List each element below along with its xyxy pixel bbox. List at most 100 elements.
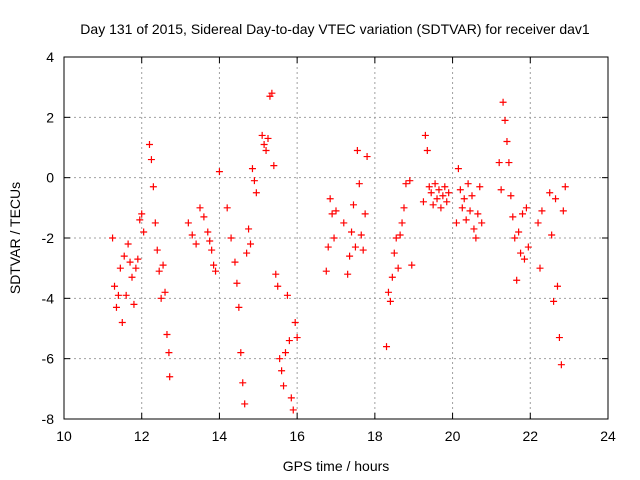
data-point	[346, 252, 354, 260]
data-point	[210, 261, 218, 269]
data-point	[188, 231, 196, 239]
data-point	[421, 131, 429, 139]
data-point	[462, 216, 470, 224]
data-point	[515, 228, 523, 236]
y-tick-label: -8	[42, 411, 55, 427]
data-point	[276, 355, 284, 363]
data-point	[445, 189, 453, 197]
data-point	[511, 234, 519, 242]
data-point	[114, 291, 122, 299]
data-point	[474, 210, 482, 218]
data-point	[206, 237, 214, 245]
data-point	[237, 349, 245, 357]
data-point	[281, 349, 289, 357]
data-point	[472, 234, 480, 242]
data-point	[208, 246, 216, 254]
chart-title: Day 131 of 2015, Sidereal Day-to-day VTE…	[80, 21, 590, 37]
data-point	[283, 291, 291, 299]
data-point	[322, 267, 330, 275]
data-point	[151, 219, 159, 227]
data-point	[239, 379, 247, 387]
y-tick-label: -4	[42, 290, 55, 306]
data-point	[112, 303, 120, 311]
x-tick-label: 16	[289, 428, 305, 444]
data-point	[402, 180, 410, 188]
data-points	[109, 89, 569, 414]
data-point	[390, 249, 398, 257]
data-point	[522, 204, 530, 212]
data-point	[406, 177, 414, 185]
data-point	[466, 207, 474, 215]
data-point	[423, 147, 431, 155]
x-tick-label: 10	[56, 428, 72, 444]
data-point	[388, 273, 396, 281]
data-point	[513, 276, 521, 284]
data-point	[439, 192, 447, 200]
y-tick-label: 2	[46, 109, 54, 125]
data-point	[149, 183, 157, 191]
data-point	[215, 168, 223, 176]
data-point	[147, 156, 155, 164]
data-point	[383, 343, 391, 351]
data-point	[248, 165, 256, 173]
data-point	[138, 210, 146, 218]
data-point	[258, 131, 266, 139]
data-point	[289, 406, 297, 414]
data-point	[330, 234, 338, 242]
x-tick-label: 12	[134, 428, 150, 444]
data-point	[165, 349, 173, 357]
data-point	[231, 258, 239, 266]
data-point	[278, 367, 286, 375]
data-point	[155, 267, 163, 275]
data-point	[427, 189, 435, 197]
data-point	[386, 297, 394, 305]
data-point	[464, 180, 472, 188]
data-point	[122, 291, 130, 299]
data-point	[359, 246, 367, 254]
data-point	[363, 153, 371, 161]
data-point	[134, 255, 142, 263]
data-point	[287, 394, 295, 402]
data-point	[280, 382, 288, 390]
data-point	[328, 210, 336, 218]
data-point	[505, 159, 513, 167]
data-point	[118, 318, 126, 326]
data-point	[274, 282, 282, 290]
data-point	[437, 204, 445, 212]
data-point	[241, 400, 249, 408]
data-point	[394, 264, 402, 272]
data-point	[128, 273, 136, 281]
data-point	[431, 180, 439, 188]
x-tick-label: 22	[522, 428, 538, 444]
data-point	[293, 334, 301, 342]
data-point	[344, 270, 352, 278]
data-point	[357, 231, 365, 239]
data-point	[157, 294, 165, 302]
data-point	[235, 303, 243, 311]
data-point	[534, 219, 542, 227]
data-point	[536, 264, 544, 272]
data-point	[212, 267, 220, 275]
data-point	[478, 219, 486, 227]
data-point	[454, 165, 462, 173]
grid	[64, 57, 608, 419]
data-point	[126, 258, 134, 266]
data-point	[351, 243, 359, 251]
data-point	[252, 189, 260, 197]
x-tick-label: 24	[600, 428, 616, 444]
x-tick-label: 20	[445, 428, 461, 444]
data-point	[384, 288, 392, 296]
data-point	[392, 234, 400, 242]
data-point	[561, 183, 569, 191]
data-point	[550, 297, 558, 305]
y-tick-labels: -8 -6 -4 -2 0 2 4	[42, 49, 55, 427]
data-point	[291, 318, 299, 326]
data-point	[468, 192, 476, 200]
data-point	[153, 246, 161, 254]
data-point	[124, 240, 132, 248]
data-point	[163, 331, 171, 339]
data-point	[435, 186, 443, 194]
data-point	[166, 373, 174, 381]
data-point	[519, 210, 527, 218]
